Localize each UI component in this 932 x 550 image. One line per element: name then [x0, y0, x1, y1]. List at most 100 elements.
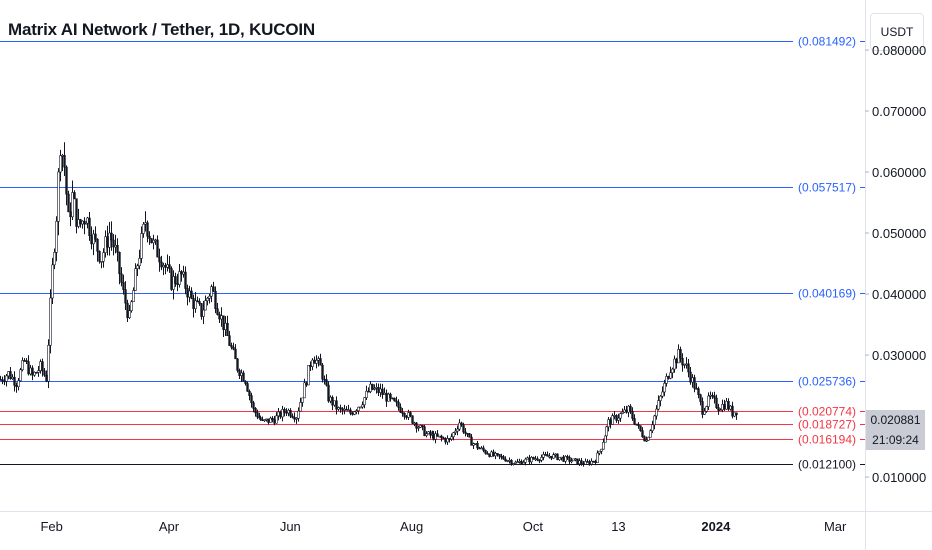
candle-body [388, 394, 390, 401]
candle-body [499, 454, 501, 456]
candle-body [435, 434, 437, 440]
candle-body [82, 221, 84, 224]
candle-body [622, 412, 624, 414]
candle-body [161, 262, 163, 267]
candle-body [422, 425, 424, 426]
candle-body [549, 456, 551, 457]
candle-body [720, 410, 722, 411]
candle-body [541, 457, 543, 460]
candle-body [704, 411, 706, 414]
candle-body [676, 359, 678, 363]
candle-body [618, 418, 620, 420]
candle-body [557, 454, 559, 460]
candle-body [370, 384, 372, 391]
candle-body [243, 373, 245, 381]
candle-body [571, 461, 573, 462]
time-axis[interactable]: Feb Apr Jun Aug Oct 13 2024 Mar [40, 519, 847, 534]
y-tick-label: 0.030000 [872, 348, 926, 363]
candle-body [308, 365, 310, 385]
candle-body [531, 457, 533, 461]
candle-body [670, 373, 672, 379]
candle-body [493, 452, 495, 456]
candle-body [473, 444, 475, 446]
candle-body [292, 416, 294, 417]
candle-body [278, 412, 280, 416]
candle-body [24, 360, 26, 361]
candle-body [443, 438, 445, 439]
candle-body [217, 309, 219, 315]
candle-body [724, 404, 726, 409]
candle-body [205, 301, 207, 310]
candle-body [708, 396, 710, 407]
candle-body [481, 448, 483, 449]
candle-body [632, 411, 634, 418]
candle-body [338, 408, 340, 410]
candle-body [181, 272, 183, 275]
candle-body [513, 464, 515, 465]
candle-body [56, 221, 58, 252]
candle-body [503, 457, 505, 459]
candle-body [579, 461, 581, 464]
candle-body [346, 409, 348, 410]
candle-body [99, 251, 101, 261]
candle-body [608, 420, 610, 427]
candle-body [461, 423, 463, 425]
candle-body [103, 253, 105, 262]
candle-body [26, 361, 28, 362]
candle-body [66, 167, 68, 194]
candle-body [193, 298, 195, 308]
candle-body [245, 381, 247, 383]
x-tick-label: Apr [159, 519, 180, 534]
candle-body [658, 401, 660, 409]
candle-body [241, 373, 243, 376]
candle-body [123, 282, 125, 289]
candle-body [255, 408, 257, 412]
candle-body [489, 454, 491, 456]
candle-body [20, 370, 22, 381]
candle-body [374, 388, 376, 389]
candle-body [58, 172, 60, 221]
candle-body [433, 434, 435, 439]
candle-body [139, 258, 141, 265]
candle-body [485, 450, 487, 453]
candle-body [356, 411, 358, 412]
candle-body [457, 429, 459, 431]
candle-body [358, 407, 360, 410]
candle-body [545, 454, 547, 455]
candle-body [249, 391, 251, 395]
candle-body [523, 462, 525, 464]
candle-body [286, 412, 288, 413]
level-label: (0.025736) [798, 375, 856, 389]
candle-body [105, 237, 107, 253]
candle-body [304, 383, 306, 398]
candle-body [95, 234, 97, 239]
candle-body [93, 234, 95, 244]
candle-body [177, 284, 179, 285]
candle-body [32, 368, 34, 375]
candle-body [400, 407, 402, 412]
candle-body [64, 155, 66, 167]
candle-body [12, 377, 14, 379]
candle-body [700, 395, 702, 402]
candle-body [312, 360, 314, 367]
candle-body [487, 453, 489, 454]
candle-body [199, 301, 201, 303]
candle-body [471, 437, 473, 445]
candle-body [386, 393, 388, 401]
candle-body [491, 452, 493, 457]
level-label: (0.040169) [798, 287, 856, 301]
candle-body [322, 365, 324, 379]
candle-body [336, 401, 338, 409]
candle-body [630, 406, 632, 411]
candle-body [197, 301, 199, 302]
candle-body [229, 336, 231, 346]
y-tick-label: 0.050000 [872, 226, 926, 241]
candle-body [654, 416, 656, 425]
candle-body [46, 375, 48, 381]
candle-body [581, 461, 583, 464]
candle-body [726, 401, 728, 409]
candle-body [642, 431, 644, 437]
candle-body [449, 438, 451, 439]
candle-body [420, 425, 422, 427]
